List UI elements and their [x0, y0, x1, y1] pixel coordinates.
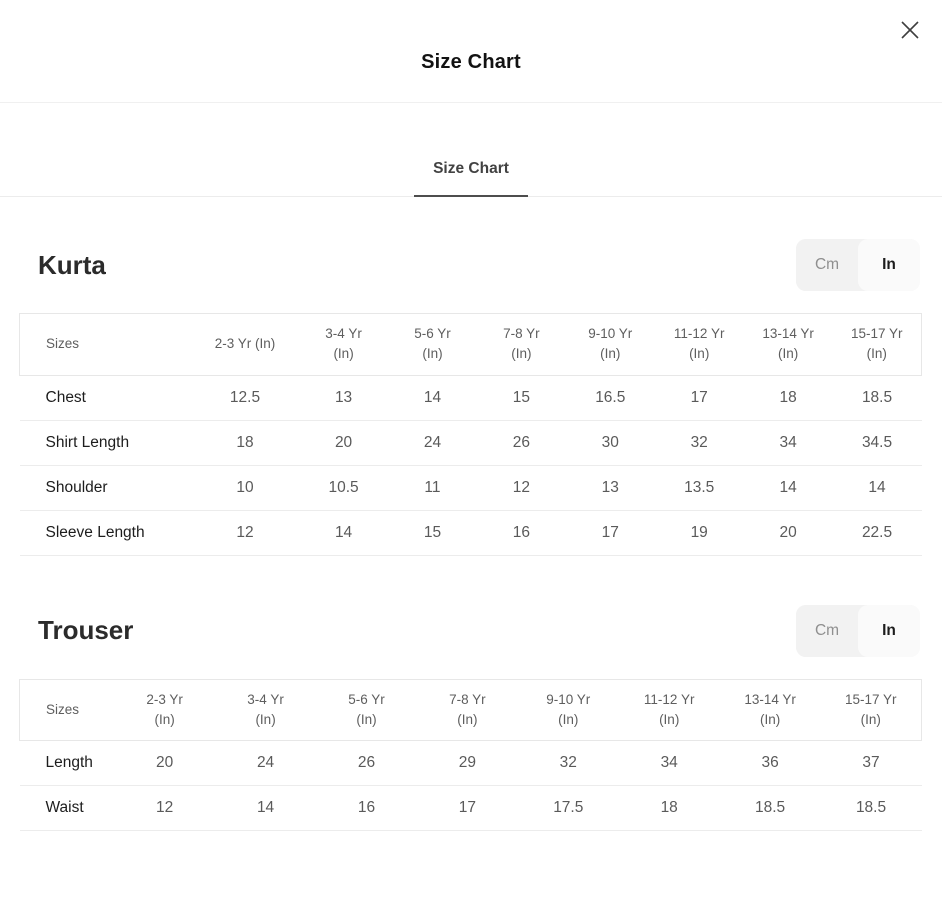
- row-label: Length: [19, 740, 115, 786]
- kurta-unit-toggle: Cm In: [796, 239, 920, 291]
- row-label: Shirt Length: [19, 420, 191, 466]
- modal-content: Kurta Cm In Sizes 2-3 Yr (In) 3-4 Yr (In…: [0, 239, 942, 861]
- table-row-chest: Chest 12.5 13 14 15 16.5 17 18 18.5: [19, 375, 922, 421]
- cell-value: 16: [316, 785, 417, 831]
- cell-value: 15: [476, 375, 566, 421]
- modal-header: Size Chart: [0, 0, 942, 103]
- trouser-in-button[interactable]: In: [858, 604, 920, 657]
- cell-value: 16: [476, 510, 566, 556]
- cell-value: 12: [190, 510, 300, 556]
- cell-value: 13.5: [654, 465, 744, 511]
- trouser-header-2-3yr: 2-3 Yr (In): [114, 678, 216, 741]
- cell-value: 14: [388, 375, 477, 421]
- cell-value: 34.5: [832, 420, 922, 466]
- cell-value: 17: [416, 785, 518, 831]
- kurta-header-15-17yr: 15-17 Yr (In): [832, 313, 922, 376]
- cell-value: 18: [618, 785, 720, 831]
- kurta-heading: Kurta: [38, 249, 106, 280]
- cell-value: 18.5: [832, 375, 922, 421]
- cell-value: 18: [190, 420, 300, 466]
- table-row-shoulder: Shoulder 10 10.5 11 12 13 13.5 14 14: [19, 465, 922, 511]
- close-icon: [901, 21, 919, 39]
- kurta-header-5-6yr: 5-6 Yr (In): [388, 313, 477, 376]
- trouser-header-11-12yr: 11-12 Yr (In): [618, 678, 720, 741]
- cell-value: 14: [299, 510, 389, 556]
- cell-value: 29: [416, 740, 518, 786]
- trouser-header-3-4yr: 3-4 Yr (In): [215, 678, 317, 741]
- cell-value: 34: [743, 420, 833, 466]
- kurta-size-table: Sizes 2-3 Yr (In) 3-4 Yr (In) 5-6 Yr (In…: [18, 313, 922, 556]
- cell-value: 17: [565, 510, 655, 556]
- row-label: Shoulder: [19, 465, 191, 511]
- kurta-header-13-14yr: 13-14 Yr (In): [743, 313, 833, 376]
- cell-value: 18.5: [719, 785, 821, 831]
- modal-title: Size Chart: [421, 50, 521, 73]
- trouser-header-row: Sizes 2-3 Yr (In) 3-4 Yr (In) 5-6 Yr (In…: [19, 678, 922, 741]
- cell-value: 15: [388, 510, 477, 556]
- trouser-heading: Trouser: [38, 615, 134, 645]
- trouser-header-15-17yr: 15-17 Yr (In): [820, 678, 922, 741]
- cell-value: 32: [517, 740, 619, 786]
- kurta-header-sizes: Sizes: [18, 313, 191, 376]
- row-label: Sleeve Length: [19, 510, 191, 556]
- trouser-size-table: Sizes 2-3 Yr (In) 3-4 Yr (In) 5-6 Yr (In…: [19, 678, 922, 831]
- cell-value: 11: [388, 465, 477, 511]
- cell-value: 10.5: [299, 465, 389, 511]
- trouser-header-5-6yr: 5-6 Yr (In): [316, 678, 417, 741]
- cell-value: 32: [654, 420, 744, 466]
- trouser-header-13-14yr: 13-14 Yr (In): [719, 678, 821, 741]
- cell-value: 19: [654, 510, 744, 556]
- cell-value: 24: [388, 420, 477, 466]
- kurta-in-button[interactable]: In: [858, 239, 920, 291]
- kurta-cm-button[interactable]: Cm: [796, 239, 858, 291]
- cell-value: 14: [215, 785, 317, 831]
- table-row-length: Length 20 24 26 29 32 34 36 37: [19, 740, 922, 786]
- table-row-shirt-length: Shirt Length 18 20 24 26 30 32 34 34.5: [19, 420, 922, 466]
- cell-value: 14: [832, 465, 922, 511]
- row-label: Chest: [19, 375, 191, 421]
- cell-value: 34: [618, 740, 720, 786]
- cell-value: 20: [743, 510, 833, 556]
- kurta-header-7-8yr: 7-8 Yr (In): [476, 313, 566, 376]
- cell-value: 18: [743, 375, 833, 421]
- close-button[interactable]: [894, 14, 926, 46]
- cell-value: 36: [719, 740, 821, 786]
- table-row-sleeve-length: Sleeve Length 12 14 15 16 17 19 20 22.5: [19, 510, 922, 556]
- trouser-header-sizes: Sizes: [19, 678, 115, 741]
- cell-value: 10: [190, 465, 300, 511]
- cell-value: 22.5: [832, 510, 922, 556]
- cell-value: 12.5: [190, 375, 300, 421]
- cell-value: 12: [114, 785, 216, 831]
- kurta-header-row: Sizes 2-3 Yr (In) 3-4 Yr (In) 5-6 Yr (In…: [18, 313, 922, 376]
- kurta-header-2-3yr: 2-3 Yr (In): [190, 313, 300, 376]
- cell-value: 17: [654, 375, 744, 421]
- cell-value: 20: [114, 740, 216, 786]
- cell-value: 24: [215, 740, 317, 786]
- kurta-section-header: Kurta Cm In: [38, 239, 920, 291]
- kurta-header-9-10yr: 9-10 Yr (In): [565, 313, 655, 376]
- cell-value: 17.5: [517, 785, 619, 831]
- trouser-unit-toggle: Cm In: [796, 604, 920, 657]
- cell-value: 16.5: [565, 375, 655, 421]
- cell-value: 20: [299, 420, 389, 466]
- cell-value: 30: [565, 420, 655, 466]
- tab-size-chart[interactable]: Size Chart: [414, 160, 528, 197]
- table-row-waist: Waist 12 14 16 17 17.5 18 18.5 18.5: [19, 785, 922, 831]
- row-label: Waist: [19, 785, 115, 831]
- tab-bar: Size Chart: [0, 103, 942, 197]
- kurta-header-3-4yr: 3-4 Yr (In): [299, 313, 389, 376]
- cell-value: 18.5: [820, 785, 922, 831]
- cell-value: 12: [476, 465, 566, 511]
- cell-value: 26: [476, 420, 566, 466]
- trouser-section-header: Trouser Cm In: [38, 604, 920, 657]
- trouser-header-9-10yr: 9-10 Yr (In): [517, 678, 619, 741]
- kurta-header-11-12yr: 11-12 Yr (In): [654, 313, 744, 376]
- trouser-header-7-8yr: 7-8 Yr (In): [416, 678, 518, 741]
- cell-value: 13: [565, 465, 655, 511]
- cell-value: 26: [316, 740, 417, 786]
- cell-value: 37: [820, 740, 922, 786]
- cell-value: 13: [299, 375, 389, 421]
- trouser-cm-button[interactable]: Cm: [796, 604, 858, 657]
- cell-value: 14: [743, 465, 833, 511]
